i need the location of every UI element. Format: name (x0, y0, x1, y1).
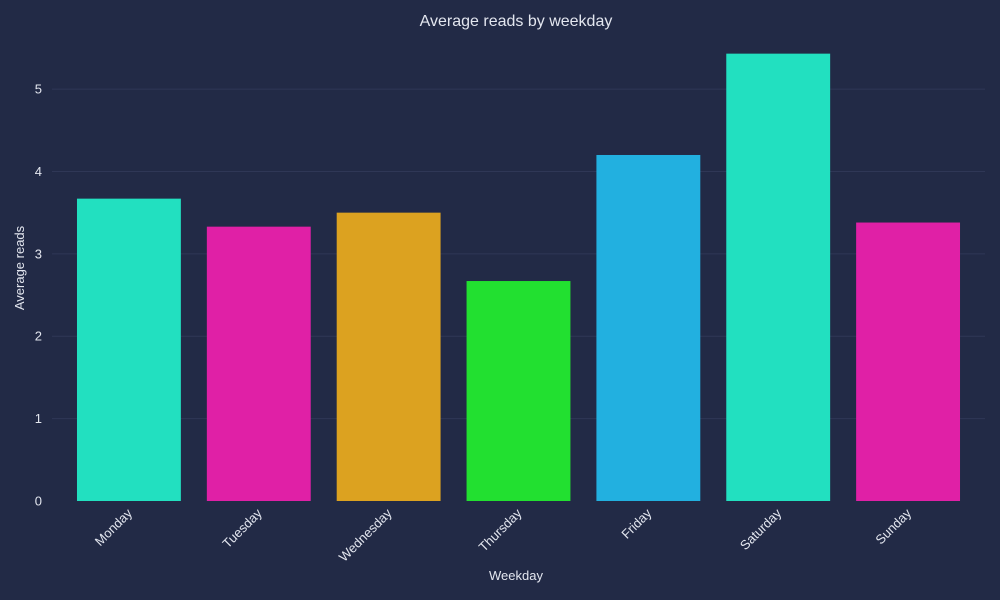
x-tick-label: Monday (92, 505, 136, 549)
y-axis-label: Average reads (12, 225, 27, 310)
bar-wednesday (336, 212, 441, 502)
x-tick-label: Thursday (476, 505, 525, 554)
bar-monday (76, 198, 181, 501)
y-tick-label: 2 (35, 329, 42, 344)
y-tick-label: 1 (35, 411, 42, 426)
x-axis-label: Weekday (489, 568, 543, 583)
bar-saturday (726, 53, 831, 501)
y-axis-ticks: 0 1 2 3 4 5 (35, 82, 42, 509)
x-axis-ticks: Monday Tuesday Wednesday Thursday Friday Satu… (92, 505, 915, 564)
bars (76, 53, 961, 502)
x-tick-label: Sunday (872, 505, 914, 547)
x-tick-label: Tuesday (219, 505, 265, 551)
bar-tuesday (206, 226, 311, 502)
bar-thursday (466, 281, 571, 501)
chart-title: Average reads by weekday (420, 13, 613, 30)
x-tick-label: Friday (618, 505, 654, 541)
bar-friday (596, 154, 701, 502)
bar-sunday (856, 222, 961, 502)
x-tick-label: Saturday (737, 505, 785, 553)
y-tick-label: 0 (35, 494, 42, 509)
x-tick-label: Wednesday (336, 505, 395, 564)
y-tick-label: 5 (35, 82, 42, 97)
y-tick-label: 3 (35, 246, 42, 261)
y-tick-label: 4 (35, 164, 42, 179)
